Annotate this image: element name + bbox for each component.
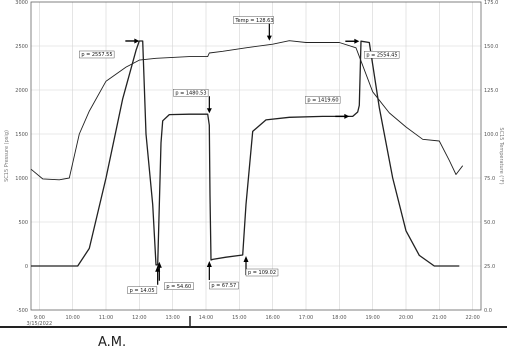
annotation-arrowhead (156, 261, 162, 268)
x-tick-label: 18:00 (332, 315, 346, 321)
left-tick-label: 1000 (15, 176, 28, 182)
annotation: p = 2557.55 (79, 38, 140, 59)
annotation: p = 109.02 (243, 256, 279, 277)
left-tick-label: 2000 (15, 88, 28, 94)
annotation: p = 54.60 (156, 261, 194, 290)
annotation-arrowhead (206, 108, 212, 114)
temperature-series-line (30, 40, 464, 181)
x-tick-label: 14:00 (199, 315, 213, 321)
annotation: p = 14.05 (127, 265, 161, 294)
left-tick-label: 1500 (15, 132, 28, 138)
annotation-arrowhead (243, 256, 249, 262)
right-tick-label: 150.0 (484, 44, 498, 50)
annotation-label: p = 2554.45 (366, 52, 397, 58)
right-axis-ticks: 175.0 150.0 125.0 100.0 75.0 50.0 25.0 0.0 (484, 0, 498, 314)
right-tick-label: 0.0 (484, 308, 492, 314)
right-axis-title: SC15 Temperature (°F) (498, 127, 504, 184)
annotation-box (233, 16, 274, 24)
right-tick-label: 75.0 (484, 176, 495, 182)
annotation-label: p = 1419.60 (307, 98, 338, 104)
x-tick-label: 21:00 (432, 315, 446, 321)
annotation-label: p = 109.02 (248, 270, 276, 276)
footer: A.M. (0, 316, 507, 346)
right-tick-label: 50.0 (484, 220, 495, 226)
x-tick-label: 9:00 (34, 315, 45, 321)
right-tick-label: 125.0 (484, 88, 498, 94)
annotation-label: p = 1480.53 (175, 90, 206, 96)
annotation: p = 67.57 (206, 261, 239, 290)
right-tick-label: 175.0 (484, 0, 498, 6)
plot-frame (30, 1, 482, 311)
x-tick-label: 13:00 (165, 315, 179, 321)
x-tick-label: 15:00 (232, 315, 246, 321)
annotation-arrowhead (344, 113, 350, 119)
grid (31, 1, 481, 311)
annotation-arrowhead (266, 35, 272, 41)
annotation-arrowhead (206, 261, 212, 268)
x-tick-label: 20:00 (399, 315, 413, 321)
annotation-label: p = 54.60 (166, 284, 191, 290)
annotation-box (305, 96, 341, 104)
annotation-label: p = 2557.55 (81, 52, 112, 58)
x-tick-label: 22:00 (465, 315, 479, 321)
x-tick-label: 11:00 (99, 315, 113, 321)
left-axis-ticks: 3000 2500 2000 1500 1000 500 0 -500 (15, 0, 28, 314)
annotation-box (164, 282, 194, 290)
x-tick-label: 19:00 (365, 315, 379, 321)
left-tick-label: 2500 (15, 44, 28, 50)
annotation-box (245, 268, 279, 277)
annotation: p = 1419.60 (305, 96, 350, 119)
left-tick-label: 0 (25, 264, 28, 270)
left-tick-label: 3000 (15, 0, 28, 6)
x-axis-date: 3/15/2022 (27, 321, 53, 327)
annotation: Temp = 128.63 (233, 16, 274, 41)
x-axis-ticks: 9:00 10:00 11:00 12:00 13:00 14:00 15:00 16:00 1… (34, 315, 480, 321)
annotation: p = 2554.45 (345, 38, 400, 59)
right-tick-label: 25.0 (484, 264, 495, 270)
right-tick-label: 100.0 (484, 132, 498, 138)
x-tick-label: 10:00 (65, 315, 79, 321)
annotation-label: Temp = 128.63 (234, 18, 273, 24)
x-tick-label: 17:00 (299, 315, 313, 321)
series-layer (30, 40, 464, 267)
annotation-arrowhead (134, 38, 140, 44)
annotation-label: p = 14.05 (130, 288, 155, 294)
annotation-box (209, 281, 239, 290)
annotation-box (127, 286, 158, 294)
footer-label: A.M. (98, 335, 126, 346)
pressure-series-line (31, 40, 460, 267)
annotation-arrowhead (354, 38, 360, 44)
annotation-layer: p = 2557.55 Temp = 128.63 p = 2554.45 p = 1… (79, 16, 400, 294)
left-axis-title: SC15 Pressure (psig) (4, 130, 10, 182)
x-tick-label: 16:00 (265, 315, 279, 321)
annotation-box (79, 50, 115, 59)
annotation: p = 1480.53 (173, 88, 212, 114)
annotation-label: p = 67.57 (211, 283, 236, 289)
left-tick-label: -500 (17, 308, 28, 314)
annotation-box (173, 88, 209, 97)
annotation-box (364, 51, 400, 59)
left-tick-label: 500 (18, 220, 28, 226)
x-tick-label: 12:00 (132, 315, 146, 321)
